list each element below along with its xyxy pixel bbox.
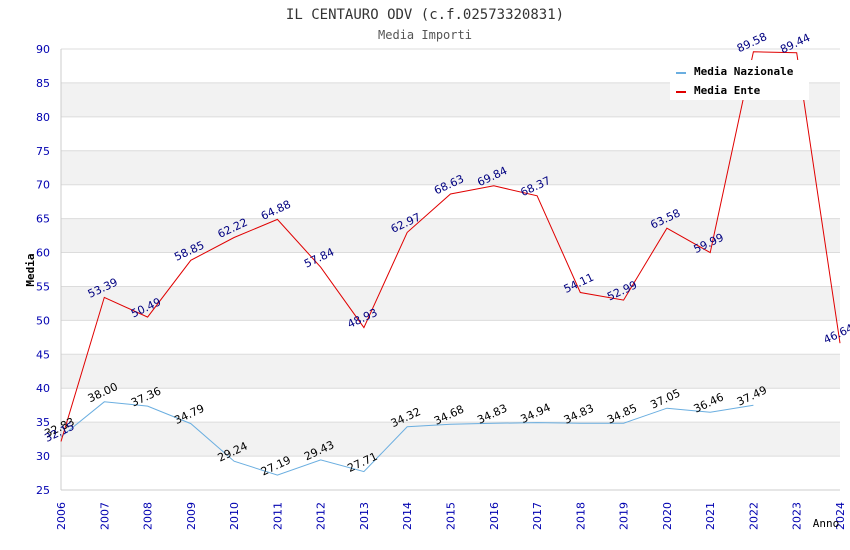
series-line-media-ente: [60, 51, 841, 442]
y-tick-labels: 25 30 35 40 45 50 55 60 65 70 75 80 85 90: [36, 43, 50, 497]
grid-band: [61, 150, 840, 185]
x-tick-label: 2010: [228, 502, 241, 530]
x-tick-label: 2007: [98, 502, 111, 530]
y-tick-label: 45: [36, 348, 50, 361]
x-axis-label: Anno: [813, 517, 840, 530]
legend-label-media-nazionale: Media Nazionale: [694, 65, 794, 78]
x-tick-label: 2017: [531, 502, 544, 530]
y-tick-label: 60: [36, 247, 50, 260]
grid-band: [61, 218, 840, 253]
y-tick-label: 90: [36, 43, 50, 56]
y-axis-label: Media: [24, 253, 37, 286]
x-tick-labels: 2006 2007 2008 2009 2010 2011 2012 2013 2014 2015…: [55, 502, 847, 530]
legend-box: [670, 60, 809, 100]
y-tick-label: 50: [36, 314, 50, 327]
x-tick-label: 2006: [55, 502, 68, 530]
y-tick-label: 25: [36, 484, 50, 497]
y-tick-label: 75: [36, 145, 50, 158]
x-tick-label: 2019: [618, 502, 631, 530]
y-tick-label: 40: [36, 382, 50, 395]
series-line-media-nazionale: [60, 401, 754, 476]
y-tick-label: 55: [36, 280, 50, 293]
x-tick-label: 2018: [574, 502, 587, 530]
grid-band: [61, 422, 840, 457]
y-tick-label: 35: [36, 416, 50, 429]
x-tick-label: 2009: [185, 502, 198, 530]
x-tick-label: 2008: [142, 502, 155, 530]
y-tick-label: 80: [36, 111, 50, 124]
x-tick-label: 2012: [315, 502, 328, 530]
x-tick-label: 2024: [834, 502, 847, 530]
x-tick-label: 2014: [401, 502, 414, 530]
x-tick-label: 2022: [747, 502, 760, 530]
x-tick-label: 2013: [358, 502, 371, 530]
chart-subtitle: Media Importi: [378, 28, 472, 42]
x-tick-label: 2011: [271, 502, 284, 530]
data-label: 46.64: [821, 321, 850, 346]
x-tick-label: 2016: [488, 502, 501, 530]
x-tick-label: 2020: [661, 502, 674, 530]
grid-band: [61, 354, 840, 389]
y-tick-label: 85: [36, 77, 50, 90]
axes: [60, 49, 840, 491]
x-tick-label: 2021: [704, 502, 717, 530]
data-label: 37.05: [648, 387, 682, 412]
chart-title: IL CENTAURO ODV (c.f.02573320831): [286, 7, 564, 23]
x-tick-label: 2023: [791, 502, 804, 530]
grid-band: [61, 286, 840, 321]
legend-label-media-ente: Media Ente: [694, 84, 761, 97]
y-tick-label: 65: [36, 213, 50, 226]
legend: Media Nazionale Media Ente: [670, 60, 809, 100]
y-tick-label: 70: [36, 179, 50, 192]
x-tick-label: 2015: [445, 502, 458, 530]
data-label: 89.58: [735, 30, 769, 55]
series-lines: [60, 51, 841, 476]
y-tick-label: 30: [36, 450, 50, 463]
